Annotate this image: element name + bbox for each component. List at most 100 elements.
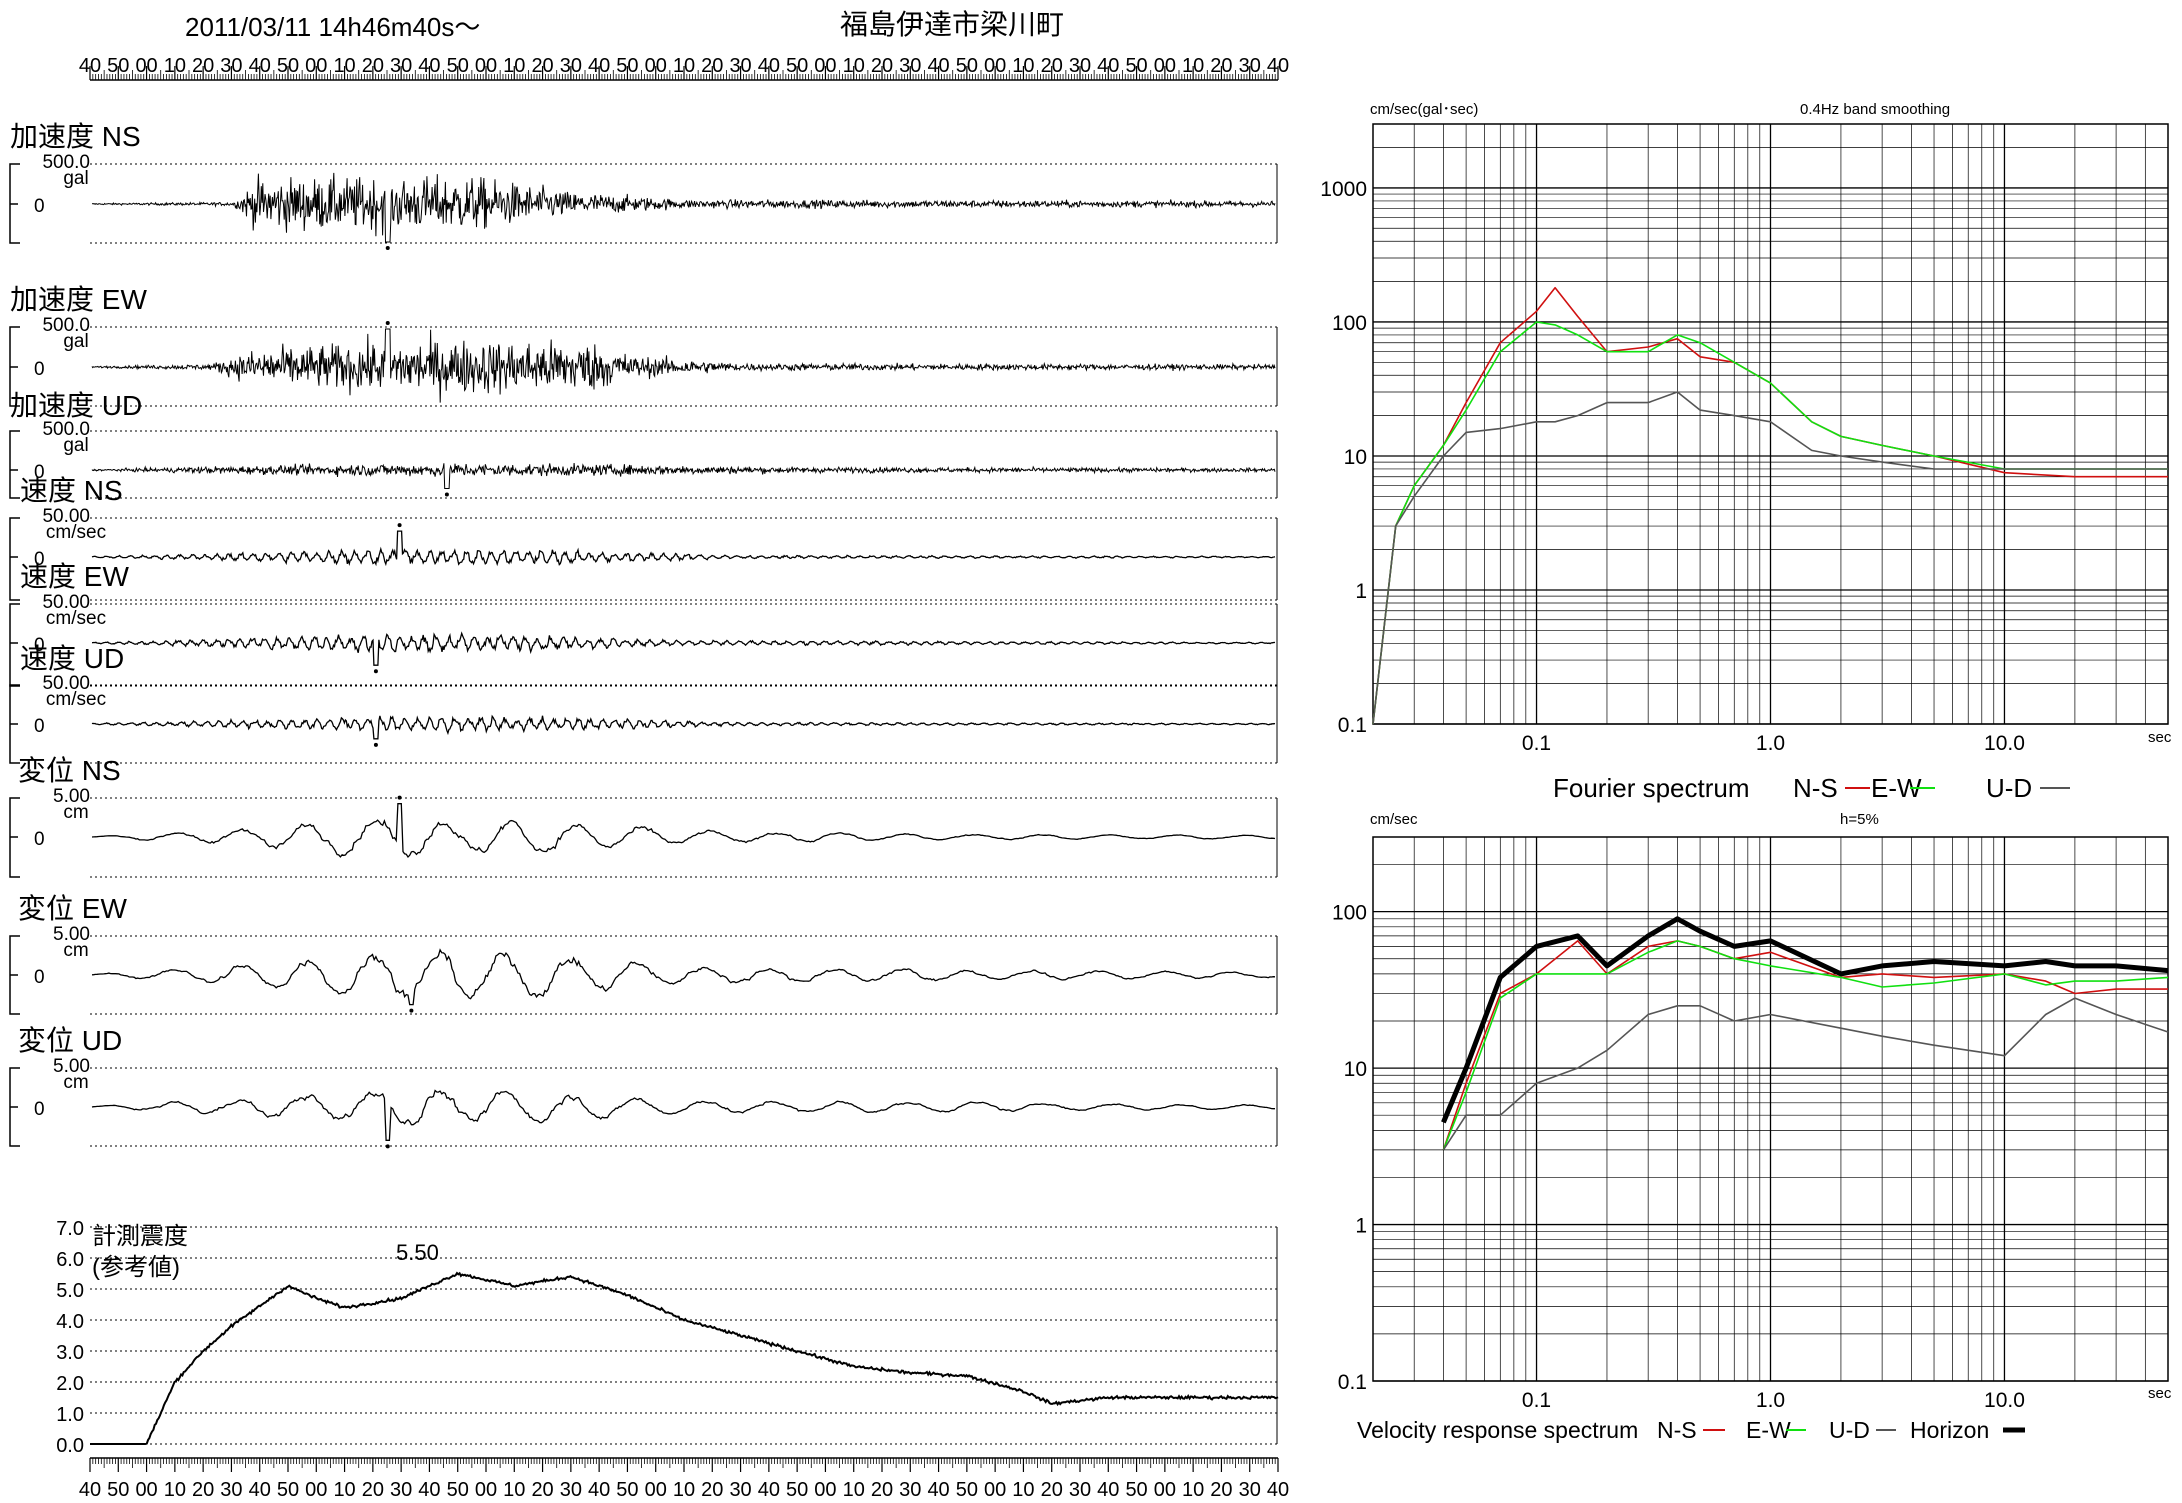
time-tick-label: 30 <box>729 55 751 77</box>
waveform-label: 変位 NS <box>18 755 121 786</box>
bottom-time-axis: 40 50 00 10 20 30 40 50 00 10 20 30 40 50 00 10 20 30 40 50… <box>79 1457 1289 1501</box>
time-tick-label: 20 <box>362 55 384 77</box>
peak-marker <box>385 321 390 325</box>
panel-bracket <box>9 430 20 499</box>
time-tick-label: 30 <box>390 1479 412 1501</box>
time-tick-label: 50 <box>447 55 469 77</box>
time-tick-label: 10 <box>333 1479 355 1501</box>
time-tick-label: 30 <box>1069 1479 1091 1501</box>
velocity-response-chart: cm/sec h=5% sec 100 10 1 0.1 0.1 1.0 10.0 <box>1332 811 2172 1412</box>
waveform-label: 速度 NS <box>20 475 123 506</box>
fourier-title: 0.4Hz band smoothing <box>1800 101 1950 118</box>
peak-marker <box>385 1144 390 1149</box>
intensity-tick-label: 2.0 <box>56 1373 84 1395</box>
x-tick-label: 0.1 <box>1522 1389 1551 1412</box>
time-tick-label: 30 <box>899 55 921 77</box>
series-u-d-line <box>1372 391 2168 725</box>
time-tick-label: 20 <box>701 55 723 77</box>
waveform-unit: cm <box>63 1072 88 1093</box>
time-tick-label: 10 <box>673 55 695 77</box>
time-tick-label: 10 <box>503 55 525 77</box>
waveform-scale: 5.00 <box>53 1056 90 1077</box>
intensity-tick-label: 0.0 <box>56 1435 84 1457</box>
fourier-legend-title: Fourier spectrum <box>1553 773 1750 803</box>
time-tick-label: 40 <box>418 55 440 77</box>
intensity-chart: 計測震度 (参考値) 5.50 7.06.05.04.03.02.01.00.0 <box>56 1218 1279 1457</box>
station-name: 福島伊達市梁川町 <box>840 9 1064 40</box>
time-tick-label: 30 <box>899 1479 921 1501</box>
y-tick-label: 100 <box>1332 902 1367 925</box>
intensity-tick-label: 3.0 <box>56 1342 84 1364</box>
waveform-scale: 50.00 <box>42 673 90 694</box>
time-tick-label: 30 <box>220 1479 242 1501</box>
time-tick-label: 40 <box>588 55 610 77</box>
time-tick-label: 40 <box>1097 55 1119 77</box>
waveform-label: 変位 UD <box>18 1025 122 1056</box>
time-tick-label: 20 <box>531 1479 553 1501</box>
time-tick-label: 50 <box>786 1479 808 1501</box>
waveform-trace <box>91 172 1276 243</box>
time-tick-label: 40 <box>588 1479 610 1501</box>
time-tick-label: 30 <box>560 1479 582 1501</box>
time-tick-label: 40 <box>1267 55 1289 77</box>
time-tick-label: 20 <box>1210 1479 1232 1501</box>
waveform-scale: 500.0 <box>42 152 90 173</box>
time-tick-label: 50 <box>1125 1479 1147 1501</box>
top-time-axis: 40 50 00 10 20 30 40 50 00 10 20 30 40 50 00 10 20 30 40 50… <box>79 55 1289 81</box>
waveform-zero: 0 <box>34 196 45 217</box>
time-tick-label: 30 <box>390 55 412 77</box>
time-tick-label: 40 <box>758 55 780 77</box>
time-tick-label: 30 <box>1239 55 1261 77</box>
fourier-legend-ud: U-D <box>1986 773 2032 803</box>
y-tick-label: 1 <box>1355 580 1367 603</box>
waveform-zero: 0 <box>34 462 45 483</box>
waveform-label: 加速度 UD <box>10 390 142 421</box>
waveform-scale: 500.0 <box>42 419 90 440</box>
time-tick-label: 00 <box>814 55 836 77</box>
time-tick-label: 40 <box>249 1479 271 1501</box>
intensity-trace <box>90 1271 1279 1445</box>
series-horizon-line <box>1441 916 2169 1124</box>
time-tick-label: 50 <box>277 1479 299 1501</box>
time-tick-label: 20 <box>531 55 553 77</box>
time-tick-label: 30 <box>1239 1479 1261 1501</box>
time-tick-label: 00 <box>645 1479 667 1501</box>
intensity-max-label: 5.50 <box>396 1240 439 1265</box>
panel-bracket <box>9 517 20 601</box>
peak-marker <box>397 523 402 528</box>
waveform-trace <box>91 530 1276 567</box>
waveform-trace <box>91 714 1276 740</box>
waveform-unit: gal <box>63 331 88 352</box>
peak-marker <box>373 742 378 747</box>
time-tick-label: 10 <box>1182 1479 1204 1501</box>
x-tick-label: 0.1 <box>1522 732 1551 755</box>
record-datetime: 2011/03/11 14h46m40s〜 <box>185 12 480 42</box>
time-tick-label: 40 <box>758 1479 780 1501</box>
waveform-zero: 0 <box>34 829 45 850</box>
time-tick-label: 40 <box>79 55 101 77</box>
response-title: h=5% <box>1840 811 1879 828</box>
time-tick-label: 50 <box>107 1479 129 1501</box>
time-tick-label: 40 <box>1097 1479 1119 1501</box>
time-tick-label: 40 <box>927 55 949 77</box>
response-ylabel: cm/sec <box>1370 811 1418 828</box>
time-tick-label: 10 <box>1182 55 1204 77</box>
waveform-zero: 0 <box>34 967 45 988</box>
time-tick-label: 50 <box>956 55 978 77</box>
time-tick-label: 00 <box>984 1479 1006 1501</box>
waveform-label: 速度 EW <box>20 561 129 592</box>
time-tick-label: 20 <box>1041 1479 1063 1501</box>
waveform-unit: cm <box>63 940 88 961</box>
intensity-tick-label: 7.0 <box>56 1218 84 1240</box>
time-tick-label: 30 <box>560 55 582 77</box>
time-tick-label: 10 <box>673 1479 695 1501</box>
time-tick-label: 20 <box>1041 55 1063 77</box>
fourier-legend: Fourier spectrum N-S E-W U-D <box>1553 773 2070 803</box>
